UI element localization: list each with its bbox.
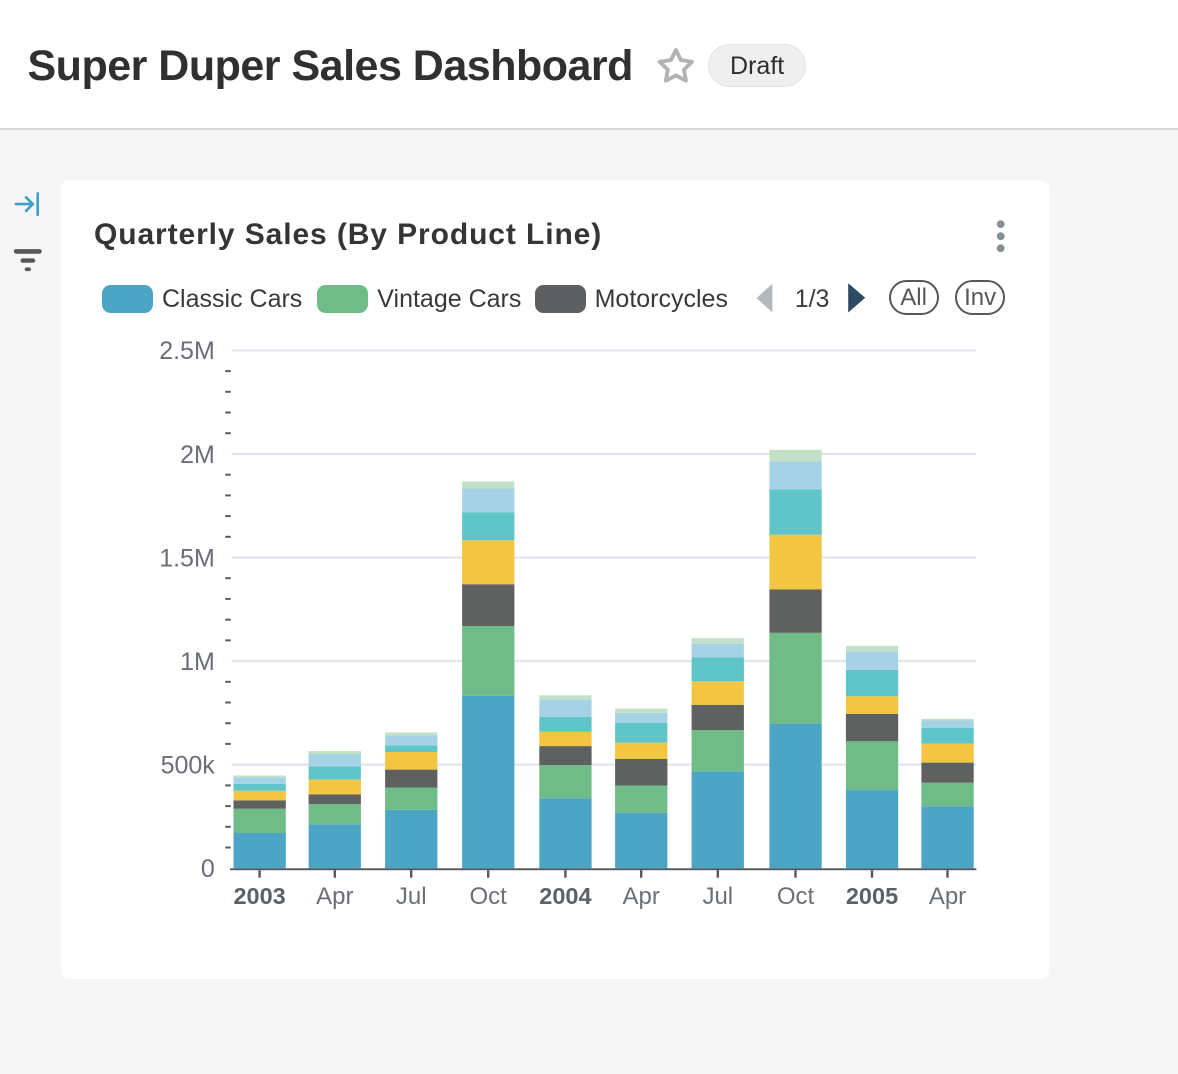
svg-text:1M: 1M: [180, 648, 215, 676]
svg-text:2004: 2004: [539, 883, 591, 909]
svg-text:2003: 2003: [233, 883, 285, 909]
svg-text:Jul: Jul: [396, 883, 427, 910]
svg-text:Apr: Apr: [929, 883, 966, 910]
svg-text:500k: 500k: [161, 751, 216, 779]
svg-text:Apr: Apr: [316, 883, 353, 910]
svg-text:Jul: Jul: [702, 883, 733, 910]
svg-text:0: 0: [201, 855, 215, 883]
svg-text:2M: 2M: [180, 441, 215, 469]
svg-text:Oct: Oct: [777, 883, 815, 910]
svg-text:2005: 2005: [846, 883, 898, 909]
svg-text:Oct: Oct: [470, 883, 508, 910]
svg-text:Apr: Apr: [623, 883, 660, 910]
svg-text:2.5M: 2.5M: [159, 337, 215, 365]
svg-text:1.5M: 1.5M: [159, 544, 215, 572]
